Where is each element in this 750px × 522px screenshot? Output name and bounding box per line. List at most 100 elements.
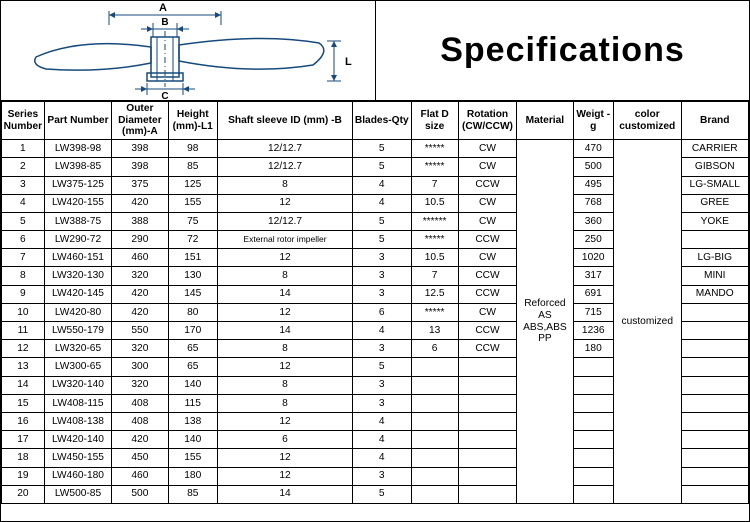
cell-w: [573, 394, 614, 412]
cell-fd: [411, 467, 458, 485]
cell-brand: [681, 231, 749, 249]
cell-h: 72: [168, 231, 218, 249]
cell-h: 98: [168, 140, 218, 158]
material-cell: Reforced AS ABS,ABS PP: [517, 140, 573, 504]
cell-fd: [411, 485, 458, 503]
col-header: Shaft sleeve ID (mm) -B: [218, 102, 353, 140]
cell-sn: 14: [2, 376, 45, 394]
cell-h: 65: [168, 358, 218, 376]
cell-sleeve: 6: [218, 431, 353, 449]
cell-od: 290: [112, 231, 168, 249]
cell-pn: LW320-140: [44, 376, 112, 394]
cell-bq: 5: [353, 212, 412, 230]
cell-h: 65: [168, 340, 218, 358]
cell-bq: 3: [353, 394, 412, 412]
cell-bq: 5: [353, 358, 412, 376]
cell-brand: GIBSON: [681, 158, 749, 176]
cell-pn: LW460-151: [44, 249, 112, 267]
cell-sn: 1: [2, 140, 45, 158]
cell-bq: 4: [353, 412, 412, 430]
cell-sn: 4: [2, 194, 45, 212]
cell-h: 85: [168, 158, 218, 176]
cell-fd: 10.5: [411, 249, 458, 267]
blade-diagram: A B: [1, 1, 376, 101]
cell-fd: 10.5: [411, 194, 458, 212]
col-header: color customized: [614, 102, 682, 140]
col-header: Brand: [681, 102, 749, 140]
cell-od: 420: [112, 194, 168, 212]
cell-brand: YOKE: [681, 212, 749, 230]
cell-w: 250: [573, 231, 614, 249]
cell-brand: [681, 340, 749, 358]
cell-brand: [681, 431, 749, 449]
diagram-box: A B: [1, 1, 376, 100]
cell-sleeve: 12: [218, 449, 353, 467]
cell-sleeve: 14: [218, 285, 353, 303]
cell-sn: 18: [2, 449, 45, 467]
spec-table: Series NumberPart NumberOuter Diameter (…: [1, 101, 749, 504]
cell-bq: 3: [353, 267, 412, 285]
cell-bq: 4: [353, 176, 412, 194]
cell-rot: CW: [458, 303, 517, 321]
cell-brand: [681, 467, 749, 485]
cell-pn: LW420-145: [44, 285, 112, 303]
col-header: Blades-Qty: [353, 102, 412, 140]
cell-od: 320: [112, 267, 168, 285]
col-header: Series Number: [2, 102, 45, 140]
cell-sn: 11: [2, 322, 45, 340]
cell-pn: LW398-98: [44, 140, 112, 158]
col-header: Part Number: [44, 102, 112, 140]
cell-brand: MANDO: [681, 285, 749, 303]
cell-od: 550: [112, 322, 168, 340]
cell-fd: 6: [411, 340, 458, 358]
cell-h: 80: [168, 303, 218, 321]
cell-h: 115: [168, 394, 218, 412]
cell-pn: LW420-155: [44, 194, 112, 212]
cell-h: 151: [168, 249, 218, 267]
cell-w: [573, 449, 614, 467]
cell-pn: LW500-85: [44, 485, 112, 503]
table-row: 1LW398-983989812/12.75*****CWReforced AS…: [2, 140, 749, 158]
cell-w: [573, 467, 614, 485]
cell-sn: 9: [2, 285, 45, 303]
cell-rot: CW: [458, 194, 517, 212]
cell-fd: *****: [411, 158, 458, 176]
cell-brand: [681, 449, 749, 467]
cell-od: 398: [112, 158, 168, 176]
cell-pn: LW550-179: [44, 322, 112, 340]
cell-bq: 5: [353, 140, 412, 158]
cell-brand: [681, 322, 749, 340]
cell-h: 130: [168, 267, 218, 285]
cell-fd: 13: [411, 322, 458, 340]
cell-fd: [411, 412, 458, 430]
cell-rot: CCW: [458, 231, 517, 249]
cell-w: [573, 485, 614, 503]
cell-bq: 6: [353, 303, 412, 321]
cell-pn: LW398-85: [44, 158, 112, 176]
cell-bq: 3: [353, 249, 412, 267]
cell-sleeve: 12/12.7: [218, 212, 353, 230]
cell-od: 398: [112, 140, 168, 158]
page: A B: [0, 0, 750, 522]
cell-sn: 19: [2, 467, 45, 485]
cell-rot: [458, 376, 517, 394]
cell-sleeve: 12: [218, 358, 353, 376]
cell-rot: CCW: [458, 285, 517, 303]
cell-sn: 8: [2, 267, 45, 285]
cell-fd: *****: [411, 231, 458, 249]
cell-pn: LW408-138: [44, 412, 112, 430]
cell-od: 320: [112, 340, 168, 358]
label-B: B: [161, 17, 168, 28]
cell-fd: [411, 431, 458, 449]
cell-od: 408: [112, 412, 168, 430]
cell-pn: LW290-72: [44, 231, 112, 249]
cell-pn: LW450-155: [44, 449, 112, 467]
cell-w: [573, 376, 614, 394]
cell-w: [573, 412, 614, 430]
cell-bq: 5: [353, 485, 412, 503]
cell-h: 140: [168, 431, 218, 449]
cell-sleeve: 12: [218, 249, 353, 267]
cell-pn: LW375-125: [44, 176, 112, 194]
cell-sleeve: 14: [218, 485, 353, 503]
cell-rot: CW: [458, 140, 517, 158]
